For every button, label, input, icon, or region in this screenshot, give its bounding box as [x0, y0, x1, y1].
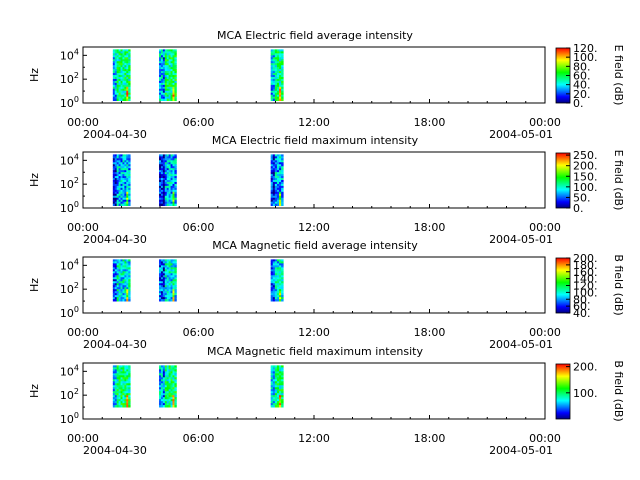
x-tick-label: 06:00: [183, 116, 215, 129]
colorbar-tick-label: 50.: [573, 191, 591, 204]
colorbar: [555, 363, 571, 420]
x-tick-label: 00:00: [67, 432, 99, 445]
colorbar-label: E field (dB): [612, 45, 625, 106]
data-interval: [270, 49, 284, 102]
colorbar-label: B field (dB): [612, 360, 625, 421]
y-axis-label: Hz: [28, 278, 41, 292]
colorbar-tick-label: 100.: [573, 286, 598, 299]
colorbar-tick-label: 200.: [573, 361, 598, 374]
data-interval: [112, 154, 131, 207]
x-tick-label: 00:00: [529, 116, 561, 129]
colorbar-tick-label: 60.: [573, 70, 591, 83]
colorbar-tick-label: 0.: [573, 202, 584, 215]
y-tick-label: 104: [60, 363, 79, 378]
y-tick-label: 102: [60, 387, 79, 402]
colorbar-tick-label: 100.: [573, 181, 598, 194]
colorbar-tick-label: 80.: [573, 60, 591, 73]
colorbar-tick-label: 120.: [573, 42, 598, 55]
y-tick-label: 100: [60, 95, 79, 110]
x-tick-label: 12:00: [298, 116, 330, 129]
data-interval: [270, 365, 284, 408]
x-tick-label: 18:00: [414, 116, 446, 129]
x-tick-label: 00:00: [67, 116, 99, 129]
plot-frame: [82, 256, 546, 314]
x-tick-label: 12:00: [298, 432, 330, 445]
colorbar-tick-label: 150.: [573, 170, 598, 183]
data-interval: [112, 49, 131, 102]
x-tick-label: 18:00: [414, 221, 446, 234]
data-interval: [159, 49, 177, 102]
panel-4: MCA Magnetic field maximum intensity 104 1…: [28, 345, 625, 457]
colorbar-tick-label: 40.: [573, 307, 591, 320]
colorbar-tick-label: 0.: [573, 97, 584, 110]
x-tick-label: 06:00: [183, 326, 215, 339]
data-interval: [112, 365, 131, 408]
data-interval: [270, 259, 284, 302]
panel-title: MCA Electric field average intensity: [217, 29, 413, 42]
colorbar-tick-label: 180.: [573, 259, 598, 272]
panel-1: MCA Electric field average intensity 104 1…: [28, 29, 625, 141]
y-tick-label: 100: [60, 305, 79, 320]
y-tick-label: 104: [60, 257, 79, 272]
y-axis-label: Hz: [28, 173, 41, 187]
y-axis-label: Hz: [28, 68, 41, 82]
x-tick-label: 00:00: [529, 326, 561, 339]
data-interval: [112, 259, 131, 302]
x-date-label: 2004-04-30: [83, 444, 147, 457]
colorbar-tick-label: 120.: [573, 280, 598, 293]
x-date-label: 2004-05-01: [489, 338, 553, 351]
x-tick-label: 00:00: [67, 326, 99, 339]
colorbar-tick-label: 60.: [573, 300, 591, 313]
panel-2: MCA Electric field maximum intensity 104 1…: [28, 134, 625, 246]
plot-frame: [82, 151, 546, 209]
x-tick-label: 00:00: [529, 221, 561, 234]
data-interval: [159, 365, 177, 408]
data-interval: [270, 154, 284, 207]
data-interval: [159, 259, 177, 302]
x-tick-label: 12:00: [298, 221, 330, 234]
panel-title: MCA Magnetic field maximum intensity: [207, 345, 423, 358]
colorbar-tick-label: 160.: [573, 266, 598, 279]
panel-3: MCA Magnetic field average intensity 104 1…: [28, 239, 625, 351]
panel-title: MCA Magnetic field average intensity: [212, 239, 418, 252]
colorbar-tick-label: 200.: [573, 160, 598, 173]
y-tick-label: 100: [60, 200, 79, 215]
colorbar-tick-label: 80.: [573, 293, 591, 306]
plot-frame: [82, 46, 546, 104]
data-interval: [159, 154, 177, 207]
x-tick-label: 12:00: [298, 326, 330, 339]
x-date-label: 2004-04-30: [83, 233, 147, 246]
y-axis-label: Hz: [28, 384, 41, 398]
colorbar-tick-label: 200.: [573, 252, 598, 265]
x-date-label: 2004-05-01: [489, 233, 553, 246]
colorbar: [555, 152, 571, 209]
y-tick-label: 102: [60, 176, 79, 191]
y-tick-label: 104: [60, 47, 79, 62]
x-date-label: 2004-05-01: [489, 128, 553, 141]
plot-frame: [82, 362, 546, 420]
x-date-label: 2004-04-30: [83, 338, 147, 351]
x-tick-label: 00:00: [529, 432, 561, 445]
x-date-label: 2004-05-01: [489, 444, 553, 457]
x-tick-label: 06:00: [183, 432, 215, 445]
colorbar-label: E field (dB): [612, 150, 625, 211]
panel-title: MCA Electric field maximum intensity: [212, 134, 419, 147]
y-tick-label: 100: [60, 411, 79, 426]
colorbar-tick-label: 40.: [573, 79, 591, 92]
y-tick-label: 102: [60, 281, 79, 296]
colorbar-label: B field (dB): [612, 254, 625, 315]
x-tick-label: 18:00: [414, 432, 446, 445]
colorbar-tick-label: 20.: [573, 88, 591, 101]
x-tick-label: 18:00: [414, 326, 446, 339]
colorbar-tick-label: 100.: [573, 51, 598, 64]
colorbar-tick-label: 100.: [573, 387, 598, 400]
x-date-label: 2004-04-30: [83, 128, 147, 141]
y-tick-label: 104: [60, 152, 79, 167]
colorbar-tick-label: 140.: [573, 273, 598, 286]
x-tick-label: 00:00: [67, 221, 99, 234]
colorbar-tick-label: 250.: [573, 149, 598, 162]
x-tick-label: 06:00: [183, 221, 215, 234]
y-tick-label: 102: [60, 71, 79, 86]
